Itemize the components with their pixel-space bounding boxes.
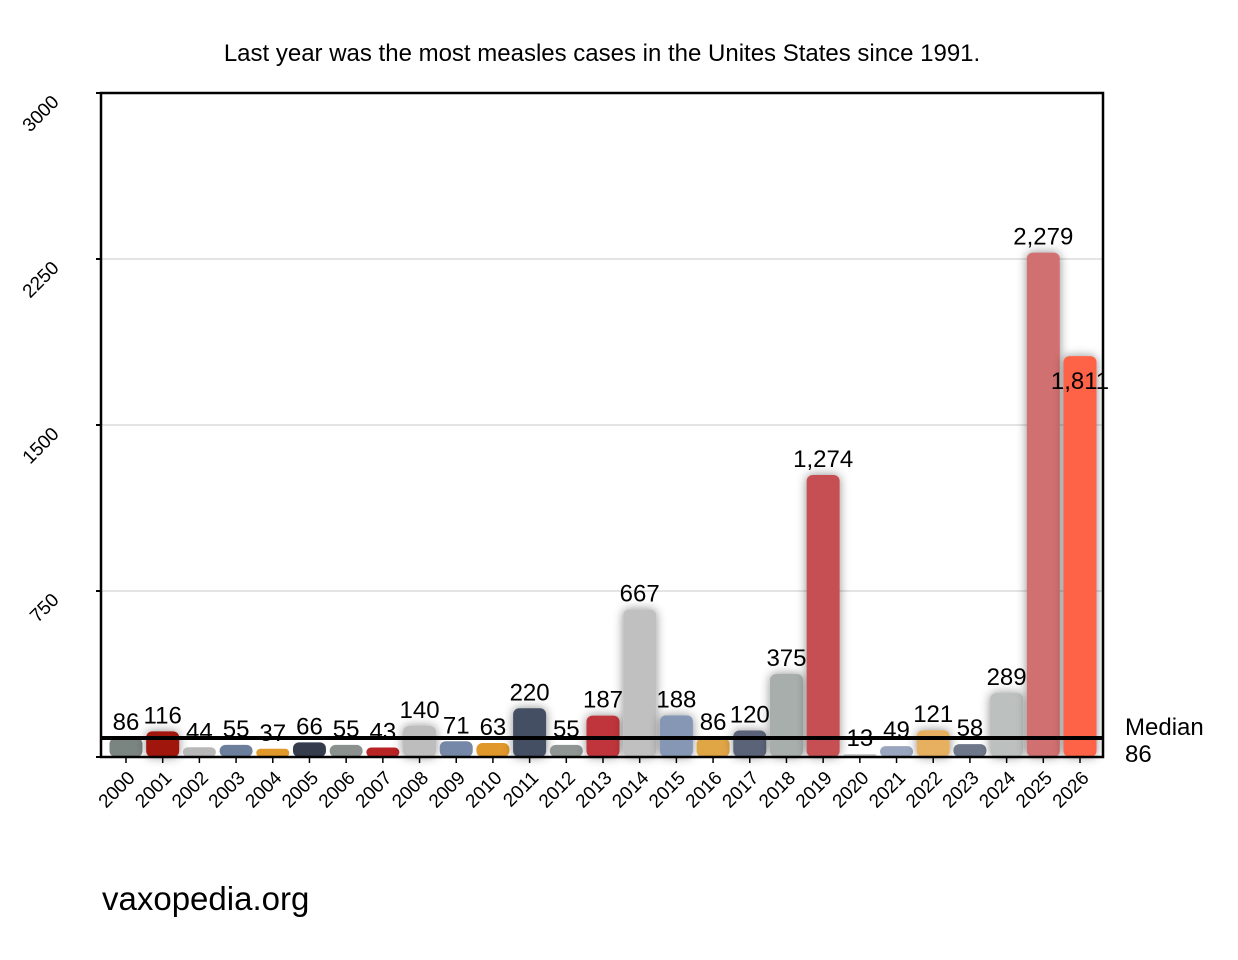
x-tick-label: 2009 [425,768,470,813]
value-label: 187 [583,687,623,714]
bar-2012 [549,744,583,757]
value-label: 289 [987,664,1027,691]
bar-2021 [880,746,914,757]
value-label: 188 [656,686,696,713]
x-tick-label: 2014 [608,767,653,812]
bar-2026 [1063,356,1097,757]
value-label: 2,279 [1013,224,1073,251]
value-label: 86 [113,709,140,736]
bar-2002 [182,747,216,757]
value-label: 71 [443,712,470,739]
value-label: 116 [144,702,182,729]
bar-2010 [476,743,510,757]
bar-2019 [806,475,840,757]
value-label: 86 [700,709,727,736]
bar-2003 [219,744,253,757]
x-tick-label: 2008 [388,768,433,813]
bar-2025 [1026,252,1060,757]
y-tick-label: 3000 [19,92,64,137]
x-tick-label: 2023 [939,768,984,813]
bar-2007 [366,747,400,757]
x-tick-label: 2003 [205,768,250,813]
x-tick-label: 2001 [131,768,176,813]
y-tick-label: 1500 [19,424,64,469]
x-tick-label: 2024 [975,767,1020,812]
x-tick-label: 2013 [572,768,617,813]
bar-2016 [696,737,730,757]
footer-source: vaxopedia.org [102,880,309,917]
x-tick-label: 2005 [278,768,323,813]
x-tick-label: 2025 [1012,768,1057,813]
bar-2009 [439,741,473,757]
chart-title: Last year was the most measles cases in … [224,40,980,67]
value-label: 49 [883,717,910,744]
x-tick-label: 2015 [645,768,690,813]
value-label: 1,811 [1051,368,1109,395]
bar-2014 [623,609,657,757]
value-label: 121 [913,701,953,728]
value-label: 120 [730,701,770,728]
x-tick-label: 2020 [829,768,874,813]
x-tick-label: 2017 [719,768,764,813]
x-tick-label: 2026 [1049,768,1094,813]
median-label: Median [1125,714,1204,741]
bar-2004 [256,748,290,757]
y-tick-label: 2250 [19,258,64,303]
x-tick-label: 2022 [902,768,947,813]
bar-2008 [403,726,437,757]
x-tick-label: 2002 [168,768,213,813]
value-label: 43 [369,718,396,745]
value-label: 375 [766,645,806,672]
x-tick-label: 2004 [242,767,287,812]
bar-2018 [769,674,803,757]
value-label: 44 [186,718,213,745]
bar-2023 [953,744,987,757]
x-tick-label: 2012 [535,768,580,813]
bar-2001 [146,731,180,757]
value-label: 667 [620,580,660,607]
x-tick-label: 2011 [499,768,543,812]
x-tick-label: 2021 [865,768,910,813]
bar-2006 [329,744,363,757]
x-tick-label: 2019 [792,768,837,813]
x-tick-label: 2007 [352,768,397,813]
value-label: 66 [296,713,323,740]
value-label: 37 [259,720,286,747]
bar-2005 [292,742,326,757]
bar-2011 [513,708,547,757]
bar-2000 [109,737,143,757]
x-tick-label: 2010 [462,768,507,813]
value-label: 220 [510,679,550,706]
bar-2017 [733,730,767,757]
x-tick-label: 2006 [315,768,360,813]
x-tick-label: 2016 [682,768,727,813]
value-label: 1,274 [793,446,853,473]
y-tick-label: 750 [26,590,63,627]
median-value: 86 [1125,741,1152,768]
value-label: 140 [400,697,440,724]
bar-2024 [990,693,1024,757]
x-tick-label: 2000 [95,768,140,813]
x-tick-label: 2018 [755,768,800,813]
bar-2022 [916,730,950,757]
